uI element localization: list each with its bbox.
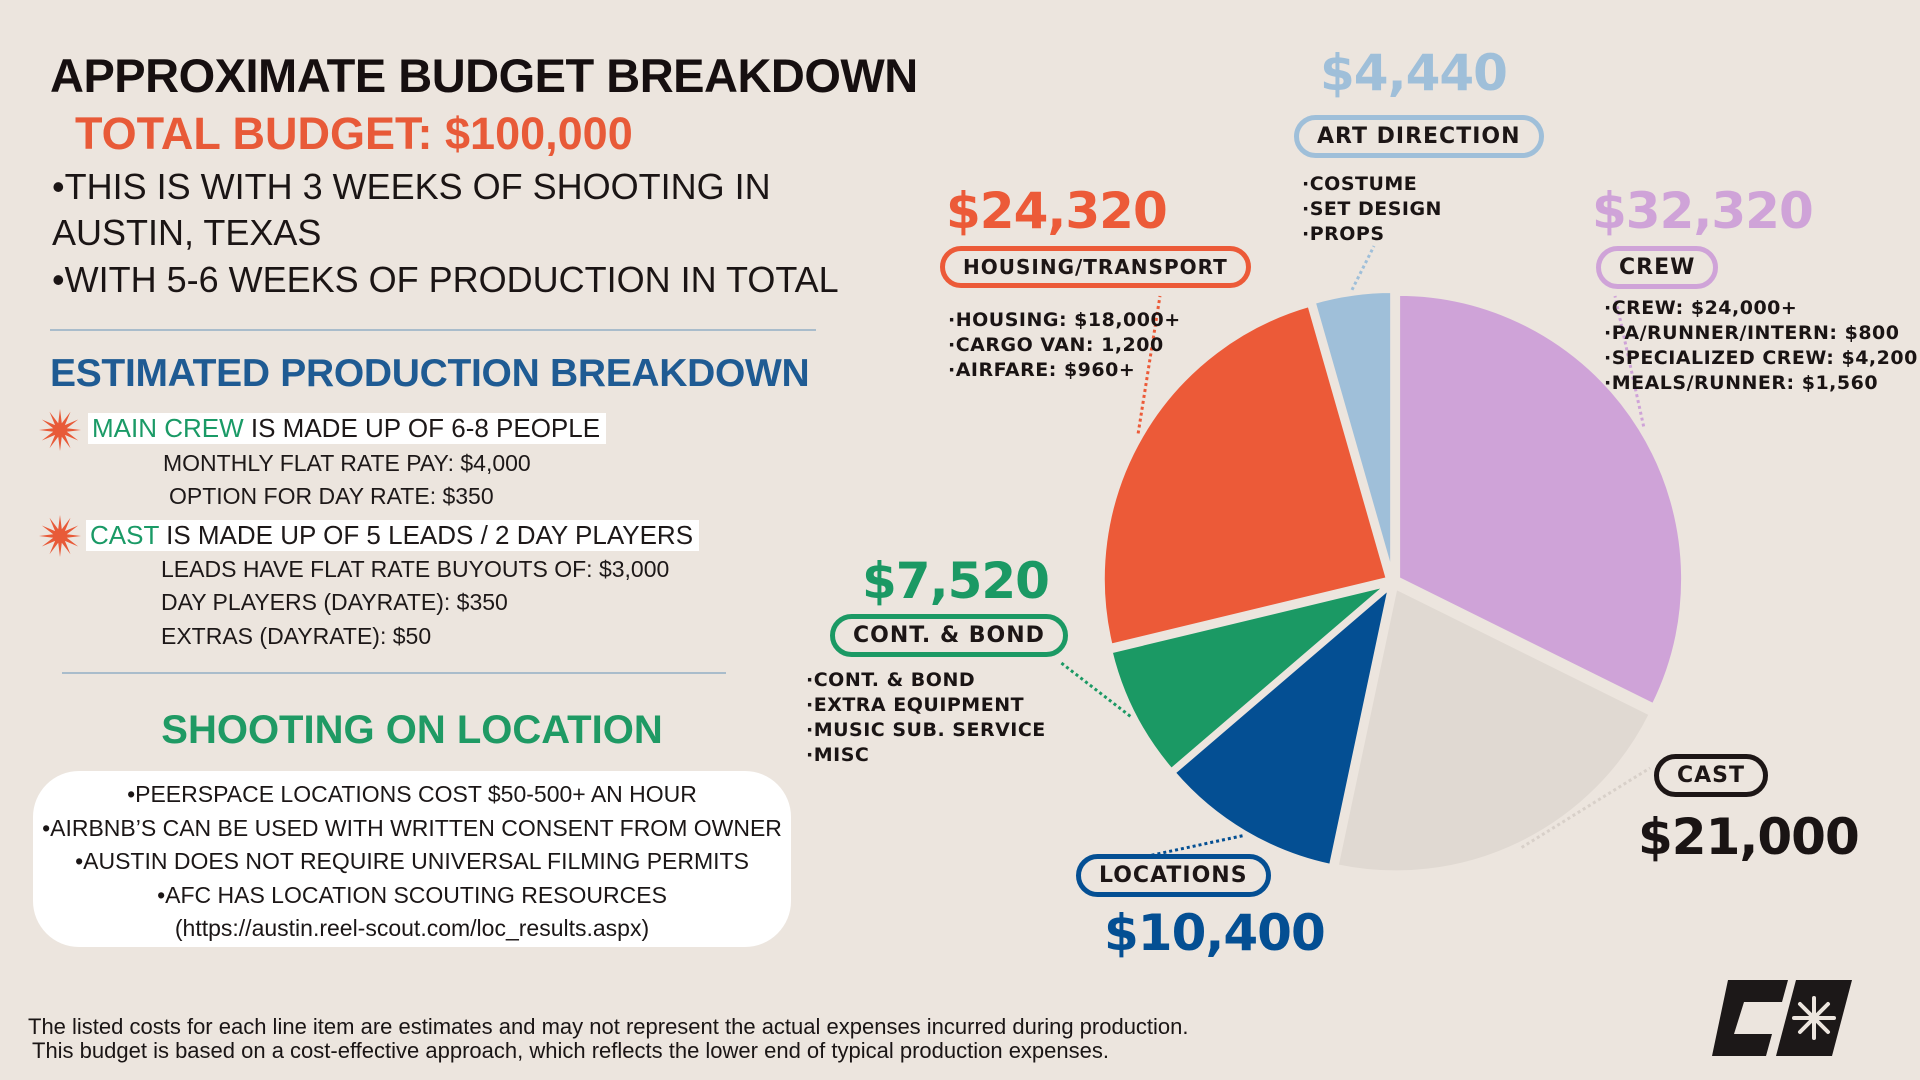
art-direction-item: ·PROPS [1302, 223, 1385, 245]
location-item: (https://austin.reel-scout.com/loc_resul… [174, 915, 650, 941]
crew-detail: OPTION FOR DAY RATE: $350 [169, 483, 494, 509]
disclaimer-line: The listed costs for each line item are … [28, 1014, 1189, 1039]
logo-icon [1712, 980, 1852, 1056]
housing-transport-item: ·HOUSING: $18,000+ [948, 309, 1181, 331]
pie-slice-cast [1334, 584, 1654, 875]
crew-item: ·SPECIALIZED CREW: $4,200 [1604, 347, 1918, 369]
starburst-shape [39, 409, 81, 451]
pie-slice-locations [1170, 581, 1394, 869]
housing-transport-item: ·CARGO VAN: 1,200 [948, 334, 1164, 356]
main-crew-keyword: MAIN CREW [92, 413, 244, 443]
crew-item: ·CREW: $24,000+ [1604, 297, 1798, 319]
total-budget: TOTAL BUDGET: $100,000 [75, 108, 633, 160]
pie-slice-cont-bond [1108, 582, 1389, 774]
cast-amount: $21,000 [1638, 808, 1860, 866]
divider [50, 329, 816, 331]
disclaimer: The listed costs for each line item are … [28, 1015, 1189, 1063]
art-direction-items: ·COSTUME ·SET DESIGN ·PROPS [1302, 172, 1442, 247]
locations-amount: $10,400 [1104, 904, 1326, 962]
cont-bond-items: ·CONT. & BOND ·EXTRA EQUIPMENT ·MUSIC SU… [806, 668, 1046, 768]
pie-slice-crew [1396, 291, 1686, 709]
cast-label: CAST [1654, 754, 1769, 797]
cast-detail: DAY PLAYERS (DAYRATE): $350 [161, 589, 508, 615]
starburst-shape [39, 515, 81, 557]
main-crew-text: IS MADE UP OF 6-8 PEOPLE [243, 413, 601, 443]
art-direction-item: ·COSTUME [1302, 173, 1418, 195]
housing-transport-amount: $24,320 [946, 182, 1168, 240]
crew-item: ·MEALS/RUNNER: $1,560 [1604, 372, 1879, 394]
cast-summary: CAST IS MADE UP OF 5 LEADS / 2 DAY PLAYE… [86, 520, 700, 551]
location-item: •AFC HAS LOCATION SCOUTING RESOURCES [157, 881, 667, 908]
crew-detail: MONTHLY FLAT RATE PAY: $4,000 [163, 450, 531, 476]
locations-label: LOCATIONS [1076, 854, 1271, 897]
crew-items: ·CREW: $24,000+ ·PA/RUNNER/INTERN: $800 … [1604, 296, 1918, 396]
cont-bond-item: ·CONT. & BOND [806, 669, 976, 691]
main-crew-summary: MAIN CREW IS MADE UP OF 6-8 PEOPLE [88, 413, 607, 444]
leader-line-locations [1147, 834, 1243, 858]
cont-bond-item: ·MISC [806, 744, 870, 766]
cont-bond-amount: $7,520 [862, 552, 1050, 610]
housing-transport-items: ·HOUSING: $18,000+ ·CARGO VAN: 1,200 ·AI… [948, 308, 1181, 383]
location-item: •PEERSPACE LOCATIONS COST $50-500+ AN HO… [127, 781, 697, 807]
disclaimer-line: This budget is based on a cost-effective… [32, 1038, 1109, 1063]
leader-line-crew [1613, 295, 1646, 427]
cast-detail: EXTRAS (DAYRATE): $50 [161, 623, 432, 649]
housing-transport-label: HOUSING/TRANSPORT [940, 246, 1251, 288]
leader-line-cont-bond [1059, 660, 1132, 718]
leader-line-cast [1520, 766, 1651, 849]
total-budget-label: TOTAL BUDGET [75, 108, 418, 159]
crew-label: CREW [1596, 246, 1719, 289]
shooting-duration-note: •THIS IS WITH 3 WEEKS OF SHOOTING IN AUS… [52, 166, 771, 253]
location-heading: SHOOTING ON LOCATION [161, 708, 663, 752]
starburst-icon [39, 409, 81, 451]
crew-item: ·PA/RUNNER/INTERN: $800 [1604, 322, 1900, 344]
cast-detail: LEADS HAVE FLAT RATE BUYOUTS OF: $3,000 [161, 556, 670, 582]
leader-line-art-direction [1350, 245, 1376, 291]
art-direction-amount: $4,440 [1320, 44, 1508, 102]
location-item: •AIRBNB’S CAN BE USED WITH WRITTEN CONSE… [42, 814, 782, 841]
pie-slice-art-direction [1311, 289, 1395, 577]
production-breakdown-heading: ESTIMATED PRODUCTION BREAKDOWN [50, 352, 810, 395]
cont-bond-label: CONT. & BOND [830, 614, 1068, 657]
cont-bond-item: ·MUSIC SUB. SERVICE [806, 719, 1046, 741]
art-direction-label: ART DIRECTION [1294, 115, 1544, 158]
total-budget-value: $100,000 [445, 108, 633, 159]
location-info-box [33, 771, 791, 947]
pie-slice-housing-transport [1100, 302, 1391, 649]
cont-bond-item: ·EXTRA EQUIPMENT [806, 694, 1025, 716]
cast-keyword: CAST [90, 520, 159, 550]
cast-text: IS MADE UP OF 5 LEADS / 2 DAY PLAYERS [158, 520, 694, 550]
art-direction-item: ·SET DESIGN [1302, 198, 1442, 220]
total-budget-separator: : [417, 108, 433, 159]
location-item: •AUSTIN DOES NOT REQUIRE UNIVERSAL FILMI… [75, 848, 749, 874]
location-list: •PEERSPACE LOCATIONS COST $50-500+ AN HO… [33, 778, 791, 946]
page-title: APPROXIMATE BUDGET BREAKDOWN [50, 49, 918, 102]
starburst-icon [39, 515, 81, 557]
leader-line-housing-transport [1136, 295, 1162, 434]
production-duration-note: •WITH 5-6 WEEKS OF PRODUCTION IN TOTAL [52, 259, 839, 300]
crew-amount: $32,320 [1592, 182, 1814, 240]
divider [62, 672, 726, 674]
housing-transport-item: ·AIRFARE: $960+ [948, 359, 1136, 381]
